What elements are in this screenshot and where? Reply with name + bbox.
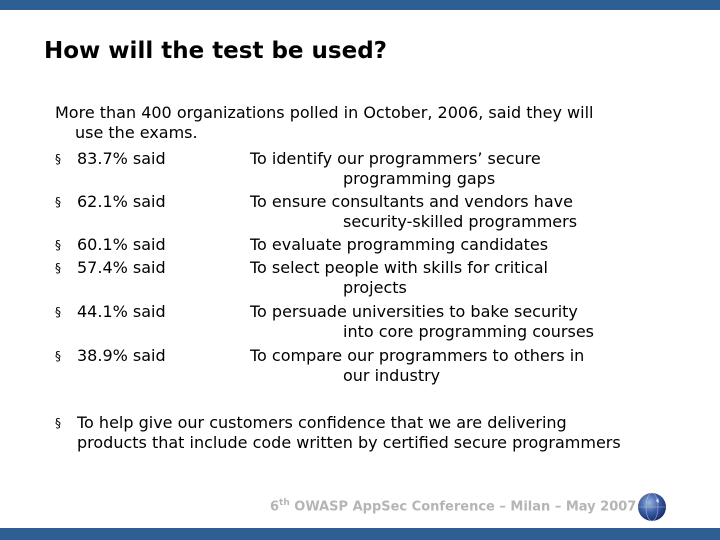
bullet-icon: § [55, 349, 61, 363]
item-purpose-line-1: To select people with skills for critica… [250, 258, 548, 277]
item-purpose-line-1: To identify our programmers’ secure [250, 149, 541, 168]
item-percent: 57.4% said [77, 258, 166, 277]
bullet-icon: § [55, 238, 61, 252]
item-purpose: To ensure consultants and vendors have s… [250, 192, 650, 232]
item-purpose: To evaluate programming candidates [250, 235, 650, 255]
footer-text: 6th OWASP AppSec Conference – Milan – Ma… [270, 498, 636, 514]
item-percent: 44.1% said [77, 302, 166, 321]
closing-line-2: products that include code written by ce… [77, 433, 621, 452]
item-purpose-line-2: programming gaps [343, 169, 496, 188]
item-purpose-line-1: To persuade universities to bake securit… [250, 302, 578, 321]
bottom-bar [0, 528, 720, 540]
item-percent: 83.7% said [77, 149, 166, 168]
closing-text: To help give our customers confidence th… [77, 413, 697, 453]
item-purpose-line-1: To evaluate programming candidates [250, 235, 549, 254]
intro-text: More than 400 organizations polled in Oc… [55, 103, 695, 143]
item-purpose-line-2: our industry [343, 366, 441, 385]
item-purpose: To select people with skills for critica… [250, 258, 650, 298]
item-purpose-line-2: into core programming courses [343, 322, 595, 341]
bullet-icon: § [55, 305, 61, 319]
owasp-globe-icon [638, 492, 666, 522]
footer-num: 6 [270, 499, 280, 515]
bullet-icon: § [55, 152, 61, 166]
item-purpose-line-1: To ensure consultants and vendors have [250, 192, 573, 211]
item-percent: 38.9% said [77, 346, 166, 365]
top-bar [0, 0, 720, 10]
intro-line-1: More than 400 organizations polled in Oc… [55, 103, 594, 122]
footer-label: OWASP AppSec Conference – Milan – May 20… [289, 499, 637, 515]
bullet-icon: § [55, 261, 61, 275]
bullet-icon: § [55, 416, 61, 430]
slide-title: How will the test be used? [44, 38, 388, 64]
item-percent: 62.1% said [77, 192, 166, 211]
closing-line-1: To help give our customers confidence th… [77, 413, 567, 432]
item-purpose-line-2: projects [343, 278, 407, 297]
item-purpose-line-1: To compare our programmers to others in [250, 346, 585, 365]
bullet-icon: § [55, 195, 61, 209]
intro-line-2: use the exams. [75, 123, 198, 142]
item-purpose-line-2: security-skilled programmers [343, 212, 578, 231]
item-percent: 60.1% said [77, 235, 166, 254]
item-purpose: To identify our programmers’ secure prog… [250, 149, 650, 189]
item-purpose: To persuade universities to bake securit… [250, 302, 650, 342]
item-purpose: To compare our programmers to others in … [250, 346, 650, 386]
footer-sup: th [279, 498, 290, 508]
